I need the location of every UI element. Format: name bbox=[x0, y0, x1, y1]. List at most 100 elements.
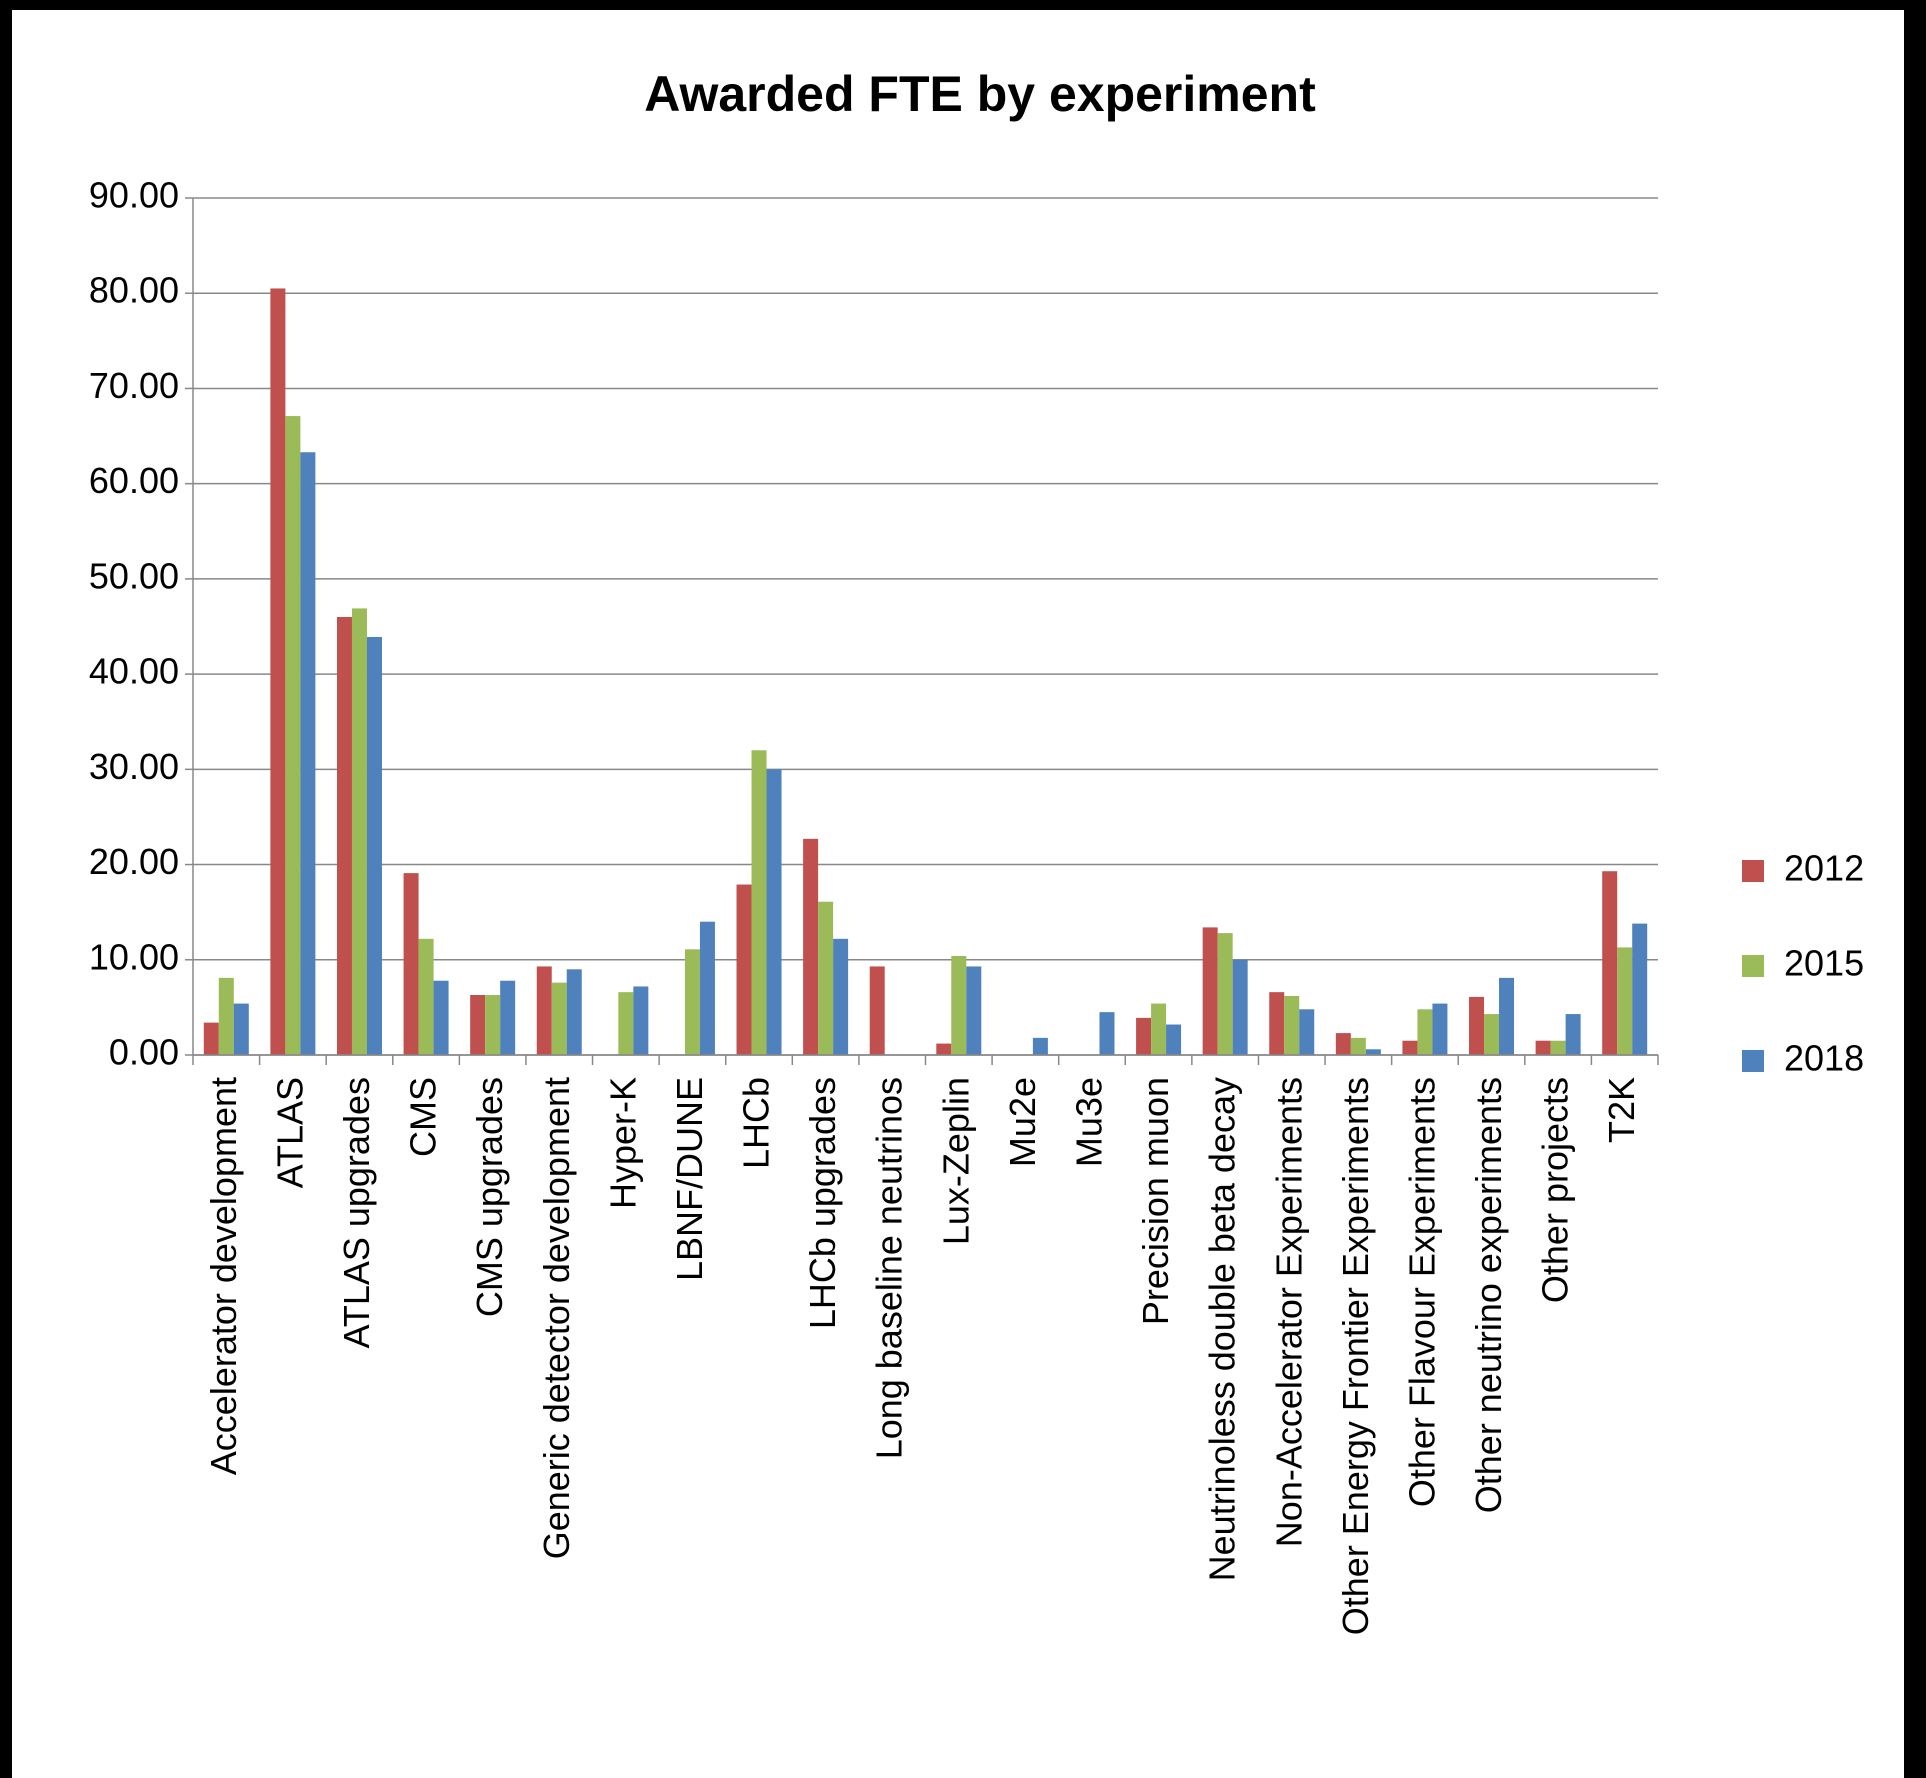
x-tick-label: CMS upgrades bbox=[469, 1077, 510, 1317]
bar bbox=[951, 955, 967, 1055]
bar bbox=[1284, 995, 1300, 1055]
bar bbox=[1217, 933, 1233, 1055]
bar bbox=[1469, 996, 1485, 1055]
bar bbox=[433, 980, 449, 1055]
legend-label: 2015 bbox=[1784, 943, 1864, 984]
bar bbox=[751, 750, 767, 1055]
bar bbox=[1099, 1012, 1115, 1055]
bar bbox=[536, 966, 552, 1055]
legend-swatch bbox=[1742, 1050, 1764, 1072]
x-tick-label: Accelerator development bbox=[203, 1077, 244, 1475]
bar bbox=[1232, 959, 1248, 1055]
x-tick-label: Other Flavour Experiments bbox=[1401, 1077, 1442, 1507]
x-tick-label: Lux-Zeplin bbox=[935, 1077, 976, 1245]
x-tick-label: Other Energy Frontier Experiments bbox=[1335, 1077, 1376, 1635]
bar bbox=[300, 452, 316, 1055]
bar bbox=[233, 1003, 249, 1055]
x-tick-label: CMS bbox=[403, 1077, 444, 1157]
bar bbox=[403, 873, 419, 1055]
y-tick-label: 50.00 bbox=[89, 555, 179, 596]
bar bbox=[1166, 1024, 1182, 1055]
bar bbox=[485, 995, 501, 1055]
bar bbox=[684, 949, 700, 1055]
bar bbox=[203, 1022, 219, 1055]
legend-swatch bbox=[1742, 955, 1764, 977]
bar bbox=[1432, 1003, 1448, 1055]
x-tick-label: Mu2e bbox=[1002, 1077, 1043, 1167]
x-tick-label: Generic detector development bbox=[536, 1077, 577, 1559]
bar bbox=[1484, 1014, 1500, 1055]
bar bbox=[1299, 1009, 1315, 1055]
bar bbox=[566, 969, 582, 1055]
bar bbox=[1565, 1014, 1581, 1055]
bar bbox=[551, 982, 567, 1055]
x-tick-label: Neutrinoless double beta decay bbox=[1202, 1077, 1243, 1581]
bar bbox=[1365, 1049, 1381, 1055]
bar bbox=[618, 992, 634, 1055]
bar bbox=[1136, 1017, 1152, 1055]
legend-swatch bbox=[1742, 860, 1764, 882]
bar bbox=[270, 288, 286, 1055]
bar bbox=[1602, 871, 1618, 1055]
y-tick-label: 20.00 bbox=[89, 841, 179, 882]
legend-label: 2012 bbox=[1784, 848, 1864, 889]
bar bbox=[699, 921, 715, 1055]
bar bbox=[936, 1043, 952, 1055]
x-tick-label: LHCb upgrades bbox=[802, 1077, 843, 1329]
bar bbox=[1617, 947, 1633, 1055]
x-tick-label: Long baseline neutrinos bbox=[869, 1077, 910, 1459]
bar bbox=[766, 769, 782, 1055]
y-tick-label: 30.00 bbox=[89, 746, 179, 787]
bar bbox=[833, 938, 849, 1055]
bar bbox=[336, 616, 352, 1055]
chart-title: Awarded FTE by experiment bbox=[644, 66, 1316, 122]
bar bbox=[966, 966, 982, 1055]
x-tick-label: Other projects bbox=[1535, 1077, 1576, 1303]
bar bbox=[1350, 1037, 1366, 1055]
bar bbox=[736, 884, 752, 1055]
x-tick-label: Mu3e bbox=[1068, 1077, 1109, 1167]
y-tick-label: 0.00 bbox=[109, 1032, 179, 1073]
bar bbox=[818, 901, 834, 1055]
bar bbox=[633, 986, 649, 1055]
bar bbox=[500, 980, 516, 1055]
y-tick-label: 70.00 bbox=[89, 365, 179, 406]
bar bbox=[1550, 1040, 1566, 1055]
x-tick-label: ATLAS bbox=[269, 1077, 310, 1188]
bar bbox=[1335, 1033, 1351, 1055]
x-tick-label: Non-Accelerator Experiments bbox=[1268, 1077, 1309, 1547]
y-tick-label: 90.00 bbox=[89, 175, 179, 216]
x-tick-label: LBNF/DUNE bbox=[669, 1077, 710, 1281]
chart-background bbox=[12, 10, 1904, 1778]
x-tick-label: Precision muon bbox=[1135, 1077, 1176, 1325]
bar bbox=[1032, 1037, 1048, 1055]
bar bbox=[351, 608, 367, 1055]
bar bbox=[418, 938, 434, 1055]
bar bbox=[803, 838, 819, 1055]
y-tick-label: 60.00 bbox=[89, 460, 179, 501]
x-tick-label: T2K bbox=[1601, 1077, 1642, 1143]
legend-label: 2018 bbox=[1784, 1038, 1864, 1079]
y-tick-label: 40.00 bbox=[89, 651, 179, 692]
bar bbox=[285, 416, 301, 1055]
bar bbox=[470, 995, 486, 1055]
bar bbox=[1417, 1009, 1433, 1055]
x-tick-label: Other neutrino experiments bbox=[1468, 1077, 1509, 1513]
x-tick-label: ATLAS upgrades bbox=[336, 1077, 377, 1349]
bar bbox=[1535, 1040, 1551, 1055]
bar bbox=[218, 977, 234, 1055]
bar bbox=[366, 636, 382, 1055]
x-tick-label: Hyper-K bbox=[602, 1077, 643, 1209]
x-tick-label: LHCb bbox=[736, 1077, 777, 1169]
bar bbox=[1632, 923, 1648, 1055]
bar bbox=[1499, 977, 1515, 1055]
y-tick-label: 10.00 bbox=[89, 936, 179, 977]
bar bbox=[1269, 992, 1285, 1055]
bar bbox=[869, 966, 885, 1055]
bar bbox=[1151, 1003, 1167, 1055]
bar bbox=[1202, 927, 1218, 1055]
y-tick-label: 80.00 bbox=[89, 270, 179, 311]
bar bbox=[1402, 1040, 1418, 1055]
